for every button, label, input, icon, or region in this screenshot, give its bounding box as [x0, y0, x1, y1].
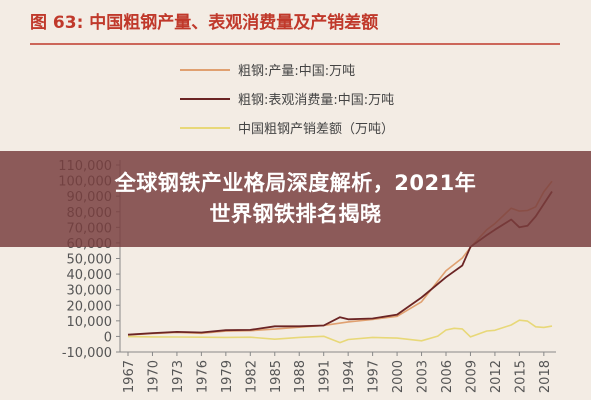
x-tick-label: 1988 [293, 360, 308, 393]
x-tick-label: 1973 [171, 360, 186, 393]
x-tick-label: 1994 [342, 360, 357, 393]
overlay-headline: 全球钢铁产业格局深度解析，2021年 [114, 171, 477, 195]
chart-title: 图 63: 中国粗钢产量、表观消费量及产销差额 [30, 12, 378, 33]
x-tick-label: 1997 [367, 360, 382, 393]
x-tick-label: 1985 [269, 360, 284, 393]
legend-label: 粗钢:产量:中国:万吨 [238, 64, 355, 79]
x-tick-label: 1991 [318, 360, 333, 393]
x-tick-label: 2003 [416, 360, 431, 393]
x-tick-label: 1982 [244, 360, 259, 393]
x-tick-label: 1979 [220, 360, 235, 393]
y-tick-label: 40,000 [67, 268, 113, 283]
x-tick-label: 2006 [440, 360, 455, 393]
y-tick-label: -10,000 [62, 346, 112, 361]
y-tick-label: 50,000 [67, 253, 113, 268]
y-tick-label: 30,000 [67, 284, 113, 299]
overlay-banner: 全球钢铁产业格局深度解析，2021年 世界钢铁排名揭晓 [0, 151, 591, 247]
series-line-3 [127, 319, 553, 344]
x-tick-label: 2018 [538, 360, 553, 393]
y-tick-label: 10,000 [67, 315, 113, 330]
legend-label: 粗钢:表观消费量:中国:万吨 [238, 93, 394, 108]
x-tick-label: 2015 [513, 360, 528, 393]
x-tick-label: 1976 [195, 360, 210, 393]
x-tick-label: 2012 [489, 360, 504, 393]
overlay-subheadline: 世界钢铁排名揭晓 [209, 202, 382, 226]
x-tick-label: 1970 [146, 360, 161, 393]
x-tick-label: 1967 [122, 360, 137, 393]
x-tick-label: 2009 [464, 360, 479, 393]
y-tick-label: 20,000 [67, 299, 113, 314]
y-tick-label: 0 [104, 330, 112, 345]
legend-label: 中国粗钢产销差额（万吨） [238, 122, 394, 137]
x-tick-label: 2000 [391, 360, 406, 393]
